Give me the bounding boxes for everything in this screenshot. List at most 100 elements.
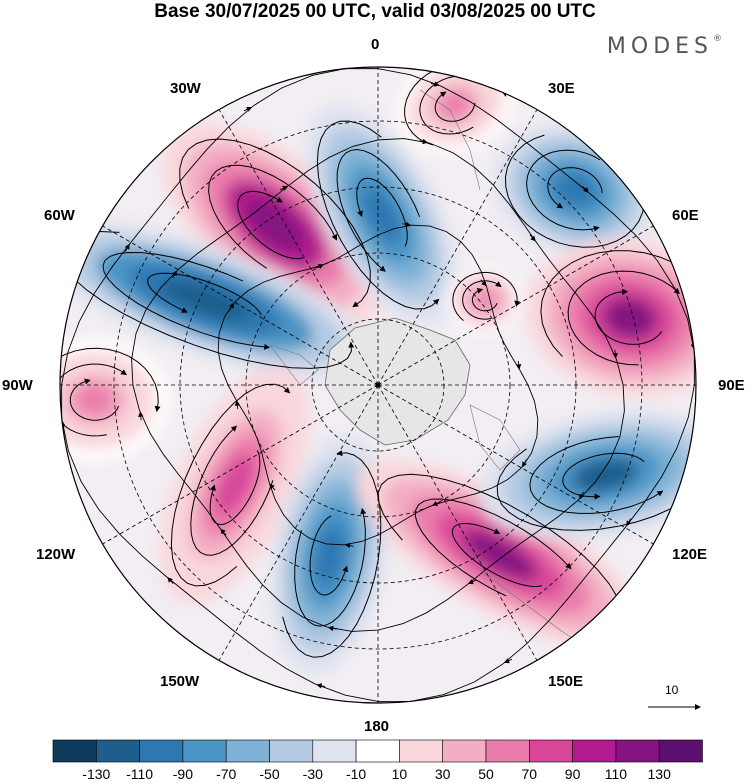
anomaly-pos-90w-level-4 xyxy=(75,384,115,416)
streamline xyxy=(336,148,421,272)
streamline xyxy=(316,120,440,310)
brand-mark: ® xyxy=(713,34,722,44)
flow-arrow xyxy=(529,234,536,242)
streamline xyxy=(209,450,261,526)
colorbar-tick-label: -70 xyxy=(216,766,237,782)
lon-label-30e: 30E xyxy=(548,80,575,97)
coastline-africa xyxy=(419,89,481,191)
anomaly-neg-60w-90w-level-4 xyxy=(160,279,250,321)
streamline xyxy=(179,138,371,308)
lon-label-90e: 90E xyxy=(718,377,745,394)
westerly-streamline xyxy=(217,224,539,546)
colorbar-swatch-1 xyxy=(96,739,140,763)
streamline xyxy=(526,149,601,232)
lon-label-150e: 150E xyxy=(548,673,584,690)
colorbar-tick-label: 50 xyxy=(478,766,494,782)
flow-arrow xyxy=(171,270,177,279)
meridian-line xyxy=(377,384,538,661)
antarctica-outline xyxy=(324,317,471,446)
flow-arrow xyxy=(316,683,326,689)
anomaly-neg-30e-level-4 xyxy=(553,172,597,208)
streamline xyxy=(237,190,304,260)
streamline xyxy=(419,73,474,135)
flow-arrow xyxy=(279,185,289,191)
flow-arrow xyxy=(612,349,618,359)
colorbar-tick-label: -130 xyxy=(82,766,111,782)
colorbar-tick-label: 30 xyxy=(434,766,451,782)
colorbar-swatch-7 xyxy=(355,739,400,763)
meridian-line xyxy=(218,384,379,661)
flow-arrow xyxy=(124,243,130,252)
streamline xyxy=(294,507,367,627)
anomaly-field xyxy=(60,67,696,676)
latitude-circle xyxy=(113,120,643,650)
meridian-line xyxy=(102,225,379,386)
latitude-circle xyxy=(311,318,445,452)
flow-arrow xyxy=(430,81,440,87)
streamline xyxy=(471,287,498,312)
colorbar-swatch-14 xyxy=(658,739,703,763)
map-border xyxy=(59,66,697,704)
lon-label-90w: 90W xyxy=(2,377,33,394)
streamline xyxy=(309,515,349,596)
colorbar-swatch-2 xyxy=(139,739,184,763)
colorbar-swatch-6 xyxy=(312,739,357,763)
meridian-line xyxy=(218,109,379,386)
streamline xyxy=(60,347,161,439)
colorbar-tick-label: -50 xyxy=(259,766,280,782)
streamline xyxy=(594,288,663,345)
colorbar-tick-label: 130 xyxy=(647,766,671,782)
colorbar-tick-label: -90 xyxy=(172,766,194,782)
anomaly-neg-150w-180-level-4 xyxy=(314,523,346,587)
colorbar-swatch-5 xyxy=(269,739,314,763)
anomaly-pos-120w-level-4 xyxy=(215,454,255,516)
flow-arrow xyxy=(503,658,513,664)
meridian-line xyxy=(377,384,654,545)
anomaly-pos-30w-60w-level-4 xyxy=(245,198,305,252)
flow-arrow xyxy=(315,264,324,270)
flow-arrow xyxy=(243,106,253,112)
streamline xyxy=(504,134,647,248)
flow-arrow xyxy=(582,186,589,193)
colorbar-swatch-12 xyxy=(572,739,617,763)
lon-label-150w: 150W xyxy=(160,673,200,690)
lon-label-30w: 30W xyxy=(170,80,201,97)
lon-label-60w: 60W xyxy=(44,207,75,224)
south-pole-dot xyxy=(375,382,381,388)
anomaly-pos-150e-level-4 xyxy=(462,530,538,580)
flow-arrow xyxy=(138,411,144,421)
flow-arrow xyxy=(432,500,441,506)
streamline xyxy=(451,522,542,588)
westerly-streamline xyxy=(61,68,695,702)
graticule xyxy=(60,67,696,703)
colorbar-swatch-13 xyxy=(615,739,660,763)
meridian-line xyxy=(377,109,538,386)
colorbar-tick-label: 90 xyxy=(564,766,581,782)
streamline xyxy=(60,363,128,437)
colorbar-swatch-3 xyxy=(182,739,227,763)
colorbar-swatch-11 xyxy=(528,739,573,763)
flow-arrow xyxy=(167,577,174,584)
flow-arrow xyxy=(234,400,241,410)
streamline xyxy=(540,250,696,357)
lon-label-120w: 120W xyxy=(36,546,76,563)
flow-arrow xyxy=(579,491,585,500)
brand-logo: MODES® xyxy=(607,34,722,59)
streamline xyxy=(547,167,603,209)
streamline xyxy=(434,91,476,122)
flow-arrow xyxy=(480,279,487,287)
anomaly-pos-60e-level-4 xyxy=(602,297,658,339)
lon-label-60e: 60E xyxy=(672,207,699,224)
streamline xyxy=(102,251,271,350)
meridian-line xyxy=(377,225,654,386)
streamline xyxy=(562,452,645,500)
streamline xyxy=(170,383,291,587)
streamline xyxy=(208,164,338,269)
latitude-circle xyxy=(179,186,577,584)
colorbar-swatch-8 xyxy=(399,739,443,763)
streamline xyxy=(529,436,664,514)
colorbar-swatch-0 xyxy=(52,739,97,763)
flow-arrow xyxy=(402,221,412,228)
colorbar-tick-label: 10 xyxy=(391,766,408,782)
